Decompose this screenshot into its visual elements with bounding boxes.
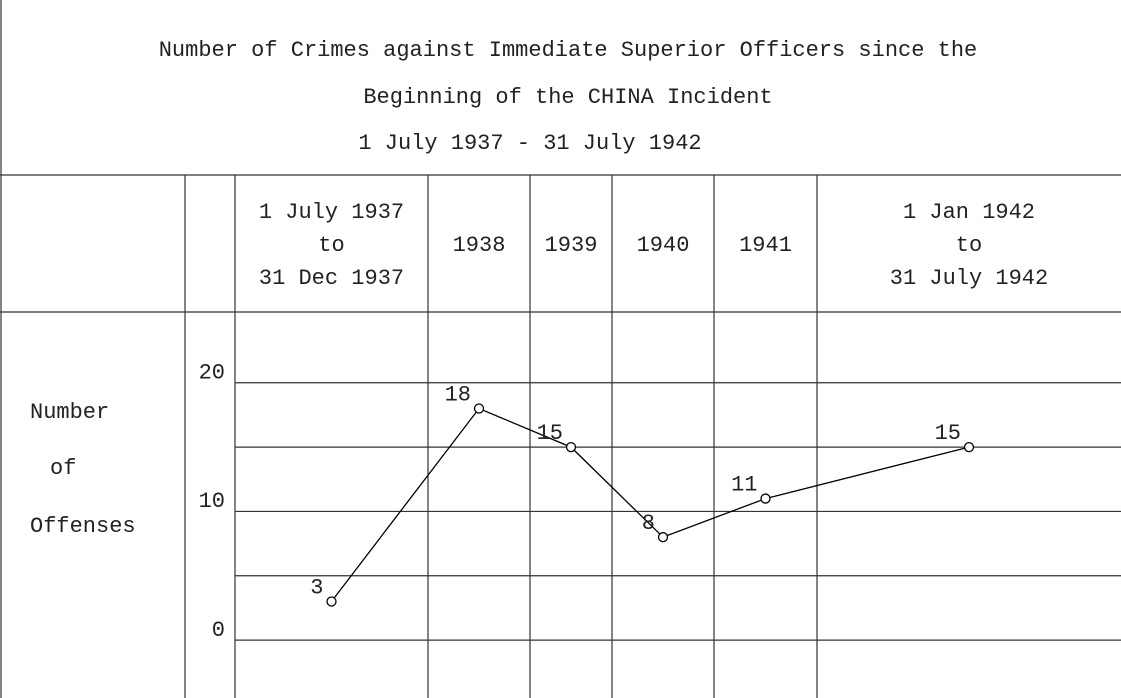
data-label: 8 bbox=[642, 511, 655, 536]
data-label: 15 bbox=[537, 421, 563, 446]
x-tick-label: to bbox=[318, 233, 344, 258]
data-label: 18 bbox=[445, 382, 471, 407]
x-tick-label: 31 Dec 1937 bbox=[259, 266, 404, 291]
data-point bbox=[657, 532, 669, 543]
x-tick-label: 1938 bbox=[453, 233, 506, 258]
x-tick-label: 1939 bbox=[545, 233, 598, 258]
data-line bbox=[330, 407, 970, 602]
x-tick-label: 1941 bbox=[739, 233, 792, 258]
y-axis-label: of bbox=[50, 456, 76, 481]
data-point bbox=[760, 493, 771, 504]
y-tick-label: 0 bbox=[212, 618, 225, 643]
data-label: 15 bbox=[935, 421, 961, 446]
x-tick-label: 1940 bbox=[637, 233, 690, 258]
data-point bbox=[963, 441, 975, 453]
data-label: 11 bbox=[731, 472, 757, 497]
chart-title: Beginning of the CHINA Incident bbox=[363, 85, 772, 110]
data-point bbox=[326, 596, 337, 607]
y-tick-label: 20 bbox=[199, 361, 225, 386]
data-point bbox=[473, 403, 485, 414]
chart-title: Number of Crimes against Immediate Super… bbox=[159, 38, 978, 63]
x-tick-label: to bbox=[956, 233, 982, 258]
y-tick-label: 10 bbox=[199, 489, 225, 514]
y-axis-label: Offenses bbox=[30, 514, 136, 539]
x-tick-label: 1 Jan 1942 bbox=[903, 200, 1035, 225]
data-point bbox=[565, 441, 577, 453]
x-tick-label: 31 July 1942 bbox=[890, 266, 1048, 291]
x-tick-label: 1 July 1937 bbox=[259, 200, 404, 225]
data-label: 3 bbox=[310, 575, 323, 600]
y-axis-label: Number bbox=[30, 400, 109, 425]
chart-subtitle: 1 July 1937 - 31 July 1942 bbox=[358, 131, 701, 156]
